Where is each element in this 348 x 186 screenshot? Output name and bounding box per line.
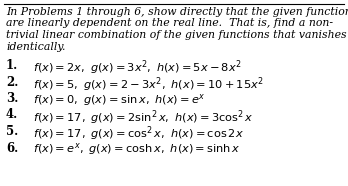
Text: $f(x) = 5,\ g(x) = 2 - 3x^2,\ h(x) = 10 + 15x^2$: $f(x) = 5,\ g(x) = 2 - 3x^2,\ h(x) = 10 …	[33, 75, 264, 94]
Text: 6.: 6.	[6, 142, 18, 155]
Text: 3.: 3.	[6, 92, 18, 105]
Text: $f(x) = 17,\ g(x) = 2\sin^2 x,\ h(x) = 3\cos^2 x$: $f(x) = 17,\ g(x) = 2\sin^2 x,\ h(x) = 3…	[33, 108, 254, 127]
Text: 1.: 1.	[6, 59, 18, 72]
Text: identically.: identically.	[6, 41, 65, 52]
Text: are linearly dependent on the real line.  That is, find a non-: are linearly dependent on the real line.…	[6, 18, 333, 28]
Text: 2.: 2.	[6, 76, 18, 89]
Text: In Problems 1 through 6, show directly that the given functions: In Problems 1 through 6, show directly t…	[6, 7, 348, 17]
Text: $f(x) = 17,\ g(x) = \cos^2 x,\ h(x) = \cos 2x$: $f(x) = 17,\ g(x) = \cos^2 x,\ h(x) = \c…	[33, 124, 244, 143]
Text: $f(x) = 0,\ g(x) = \sin x,\ h(x) = e^x$: $f(x) = 0,\ g(x) = \sin x,\ h(x) = e^x$	[33, 92, 206, 108]
Text: $f(x) = e^x,\ g(x) = \cosh x,\ h(x) = \sinh x$: $f(x) = e^x,\ g(x) = \cosh x,\ h(x) = \s…	[33, 141, 241, 157]
Text: trivial linear combination of the given functions that vanishes: trivial linear combination of the given …	[6, 30, 347, 40]
Text: $f(x) = 2x,\ g(x) = 3x^2,\ h(x) = 5x - 8x^2$: $f(x) = 2x,\ g(x) = 3x^2,\ h(x) = 5x - 8…	[33, 59, 242, 77]
Text: 5.: 5.	[6, 125, 18, 138]
Text: 4.: 4.	[6, 108, 18, 121]
